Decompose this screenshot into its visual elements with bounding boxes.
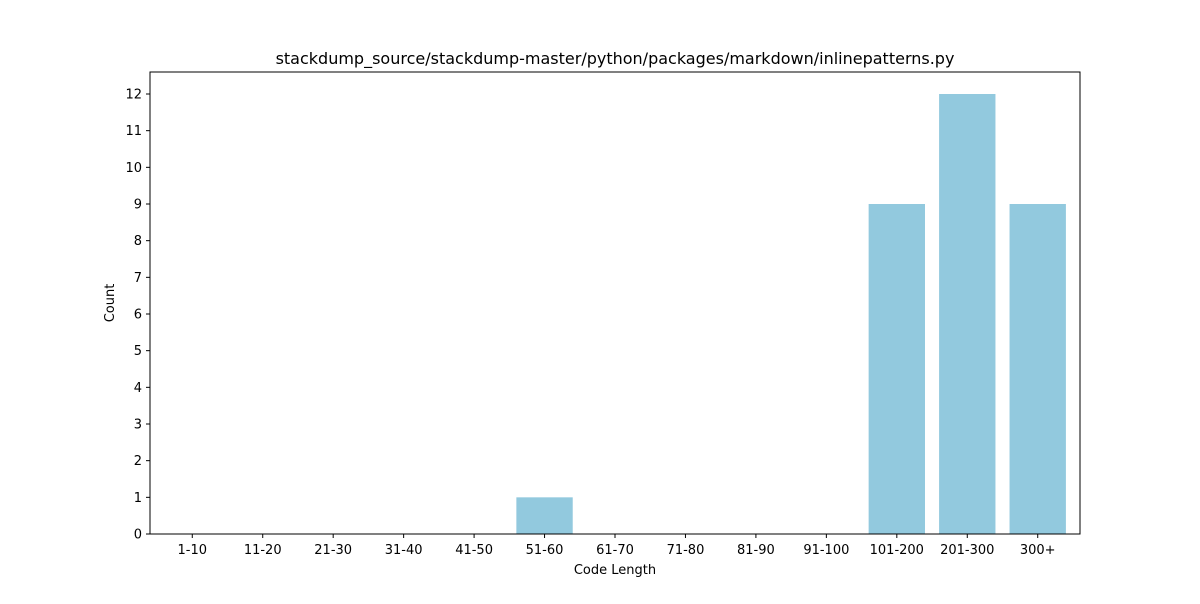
y-tick-label: 12 <box>125 88 142 103</box>
x-tick-label: 300+ <box>1020 543 1056 558</box>
y-tick-label: 8 <box>134 234 142 249</box>
bar-51-60 <box>516 497 573 534</box>
x-tick-label: 41-50 <box>455 543 493 558</box>
y-tick-label: 1 <box>134 491 142 506</box>
x-tick-label: 31-40 <box>385 543 423 558</box>
x-tick-label: 91-100 <box>803 543 849 558</box>
y-tick-label: 9 <box>134 198 142 213</box>
y-tick-label: 6 <box>134 308 142 323</box>
plot-area-frame <box>149 71 1081 535</box>
x-tick-label: 71-80 <box>667 543 705 558</box>
y-axis-label: Count <box>103 284 118 323</box>
chart-title: stackdump_source/stackdump-master/python… <box>276 49 955 69</box>
x-tick-label: 101-200 <box>870 543 924 558</box>
y-tick-label: 5 <box>134 344 142 359</box>
y-tick-label: 7 <box>134 271 142 286</box>
bars-group <box>516 94 1066 534</box>
x-axis-ticks: 1-10 11-20 21-30 31-40 41-50 51-60 61-70 71-80 8… <box>178 534 1056 558</box>
bar-201-300 <box>939 94 996 534</box>
x-tick-label: 81-90 <box>737 543 775 558</box>
y-tick-label: 4 <box>134 381 142 396</box>
x-tick-label: 51-60 <box>526 543 564 558</box>
bar-300+ <box>1009 204 1066 534</box>
y-tick-label: 2 <box>134 454 142 469</box>
y-tick-label: 0 <box>134 528 142 543</box>
x-axis-label: Code Length <box>574 563 656 578</box>
x-tick-label: 1-10 <box>178 543 208 558</box>
x-tick-label: 61-70 <box>596 543 634 558</box>
x-tick-label: 21-30 <box>314 543 352 558</box>
x-tick-label: 11-20 <box>244 543 282 558</box>
bar-101-200 <box>868 204 925 534</box>
x-tick-label: 201-300 <box>940 543 994 558</box>
y-tick-label: 3 <box>134 418 142 433</box>
y-tick-label: 10 <box>125 161 142 176</box>
y-tick-label: 11 <box>125 124 142 139</box>
